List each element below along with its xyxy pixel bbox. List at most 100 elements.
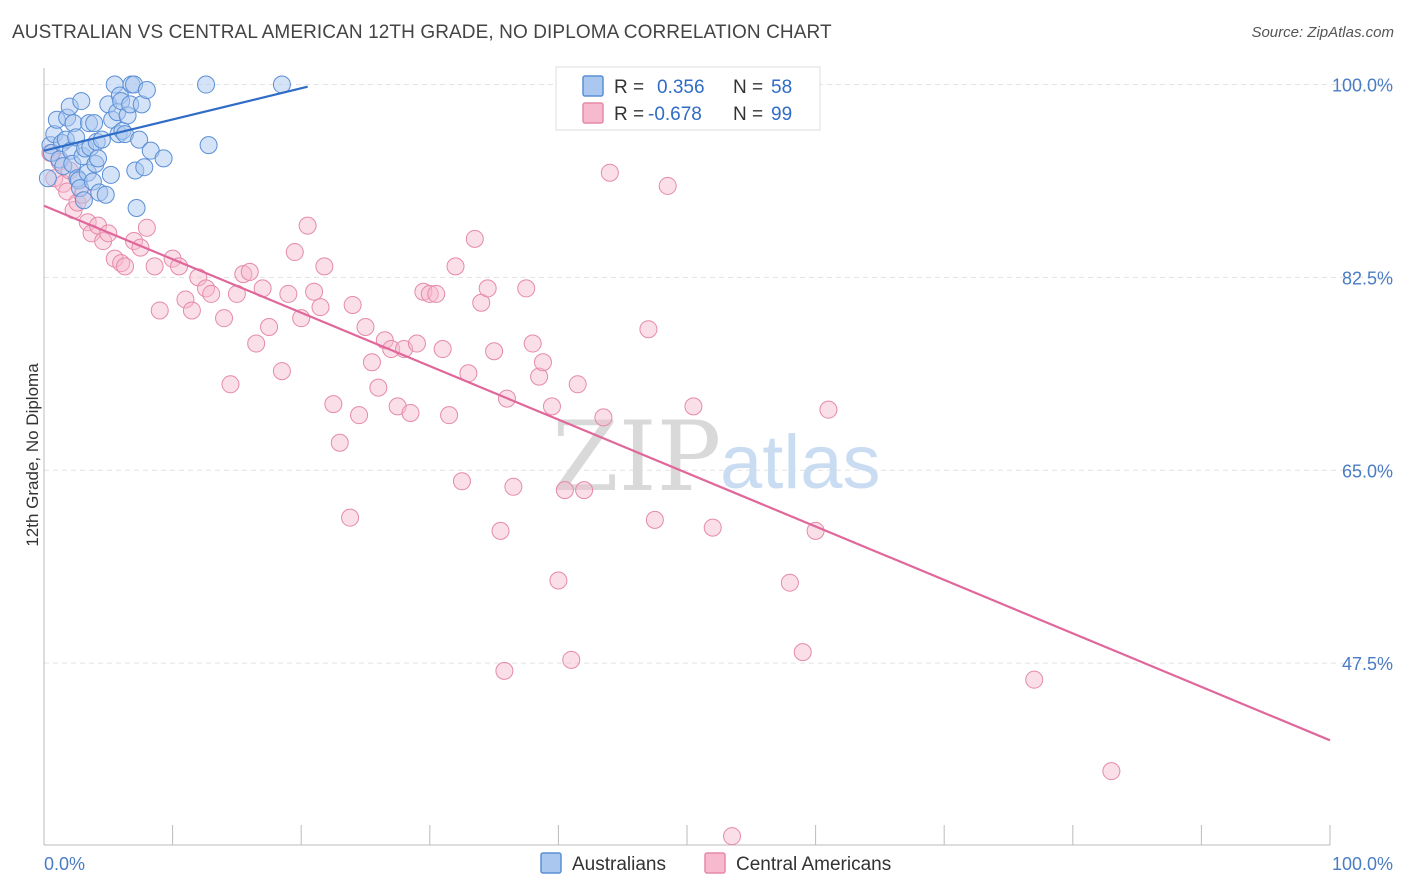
point-australians: [127, 198, 146, 217]
point-central-americans: [401, 403, 420, 422]
point-central-americans: [311, 298, 330, 317]
point-central-americans: [478, 279, 497, 298]
legend-swatch-australians: [582, 75, 604, 97]
legend-stats: R = 0.356 N = 58 R = -0.678 N = 99: [555, 66, 821, 131]
point-central-americans: [504, 477, 523, 496]
point-australians: [135, 158, 154, 177]
y-tick-label: 100.0%: [1332, 76, 1393, 96]
point-central-americans: [305, 282, 324, 301]
point-australians: [85, 114, 104, 133]
point-central-americans: [137, 218, 156, 237]
legend-r-label: R =: [614, 77, 644, 98]
point-central-americans: [491, 521, 510, 540]
series-central-americans: [41, 143, 1121, 846]
watermark-atlas: atlas: [720, 420, 881, 505]
point-central-americans: [594, 408, 613, 427]
y-tick-label: 65.0%: [1342, 461, 1393, 481]
point-central-americans: [420, 284, 439, 303]
point-australians: [197, 75, 216, 94]
point-central-americans: [568, 375, 587, 394]
point-central-americans: [202, 284, 221, 303]
point-central-americans: [703, 518, 722, 537]
point-australians: [92, 130, 111, 149]
point-central-americans: [452, 472, 471, 491]
y-tick-label: 47.5%: [1342, 654, 1393, 674]
point-central-americans: [182, 301, 201, 320]
point-central-americans: [780, 573, 799, 592]
point-central-americans: [356, 318, 375, 336]
point-central-americans: [495, 661, 514, 680]
point-central-americans: [341, 508, 360, 527]
point-central-americans: [485, 342, 504, 361]
chart-source: Source: ZipAtlas.com: [1251, 24, 1394, 41]
trendline-central-americans: [43, 204, 1331, 742]
point-central-americans: [684, 397, 703, 416]
point-central-americans: [555, 481, 574, 500]
point-central-americans: [562, 650, 581, 669]
x-tick-label: 0.0%: [44, 854, 85, 874]
point-central-americans: [315, 257, 334, 276]
legend-swatch-central-americans: [582, 102, 604, 124]
point-central-americans: [215, 309, 234, 328]
y-axis-title: 12th Grade, No Diploma: [23, 363, 42, 547]
point-central-americans: [523, 334, 542, 353]
point-central-americans: [530, 367, 549, 386]
point-central-americans: [298, 216, 317, 235]
point-central-americans: [639, 320, 658, 339]
point-central-americans: [645, 510, 664, 529]
legend-r-value-central-americans: -0.678: [648, 104, 702, 125]
trendlines: [43, 85, 1331, 742]
point-central-americans: [549, 571, 568, 590]
legend-r-value-australians: 0.356: [657, 77, 705, 98]
legend-series: Australians Central Americans: [540, 852, 891, 875]
legend-n-value-australians: 58: [771, 77, 792, 98]
point-central-americans: [793, 643, 812, 662]
point-central-americans: [350, 406, 369, 425]
point-central-americans: [723, 827, 742, 846]
point-central-americans: [1102, 762, 1121, 781]
point-central-americans: [575, 481, 594, 500]
legend-bottom-swatch-australians: [540, 852, 562, 874]
x-tick-label: 100.0%: [1332, 854, 1393, 874]
point-central-americans: [517, 279, 536, 298]
point-central-americans: [369, 378, 388, 397]
legend-bottom-label-australians: Australians: [572, 854, 666, 875]
point-central-americans: [221, 375, 240, 394]
point-australians: [101, 165, 120, 184]
point-central-americans: [407, 334, 426, 353]
point-central-americans: [150, 301, 169, 320]
point-central-americans: [427, 284, 446, 303]
point-australians: [38, 169, 57, 188]
grid: [44, 84, 1394, 664]
series-australians: [38, 75, 291, 217]
point-australians: [199, 136, 218, 155]
y-tick-label: 82.5%: [1342, 268, 1393, 288]
point-central-americans: [446, 257, 465, 276]
point-central-americans: [324, 395, 343, 414]
point-central-americans: [176, 290, 195, 309]
point-australians: [74, 191, 93, 210]
point-central-americans: [1025, 670, 1044, 689]
axes: [43, 68, 1331, 846]
point-australians: [154, 149, 173, 168]
legend-n-label: N =: [733, 104, 763, 125]
legend-bottom-label-central-americans: Central Americans: [736, 854, 891, 875]
point-australians: [130, 130, 149, 149]
point-central-americans: [542, 397, 561, 416]
point-australians: [72, 92, 91, 111]
point-central-americans: [600, 163, 619, 182]
point-central-americans: [260, 318, 279, 336]
point-central-americans: [343, 295, 362, 314]
watermark: ZIP atlas: [552, 401, 881, 513]
legend-n-label: N =: [733, 77, 763, 98]
point-central-americans: [819, 400, 838, 419]
point-australians: [137, 81, 156, 100]
chart-title: AUSTRALIAN VS CENTRAL AMERICAN 12TH GRAD…: [12, 22, 832, 43]
legend-n-value-central-americans: 99: [771, 104, 792, 125]
point-australians: [89, 149, 108, 168]
point-central-americans: [197, 279, 216, 298]
legend-bottom-swatch-central-americans: [704, 852, 726, 874]
legend-r-label: R =: [614, 104, 644, 125]
point-central-americans: [285, 243, 304, 262]
